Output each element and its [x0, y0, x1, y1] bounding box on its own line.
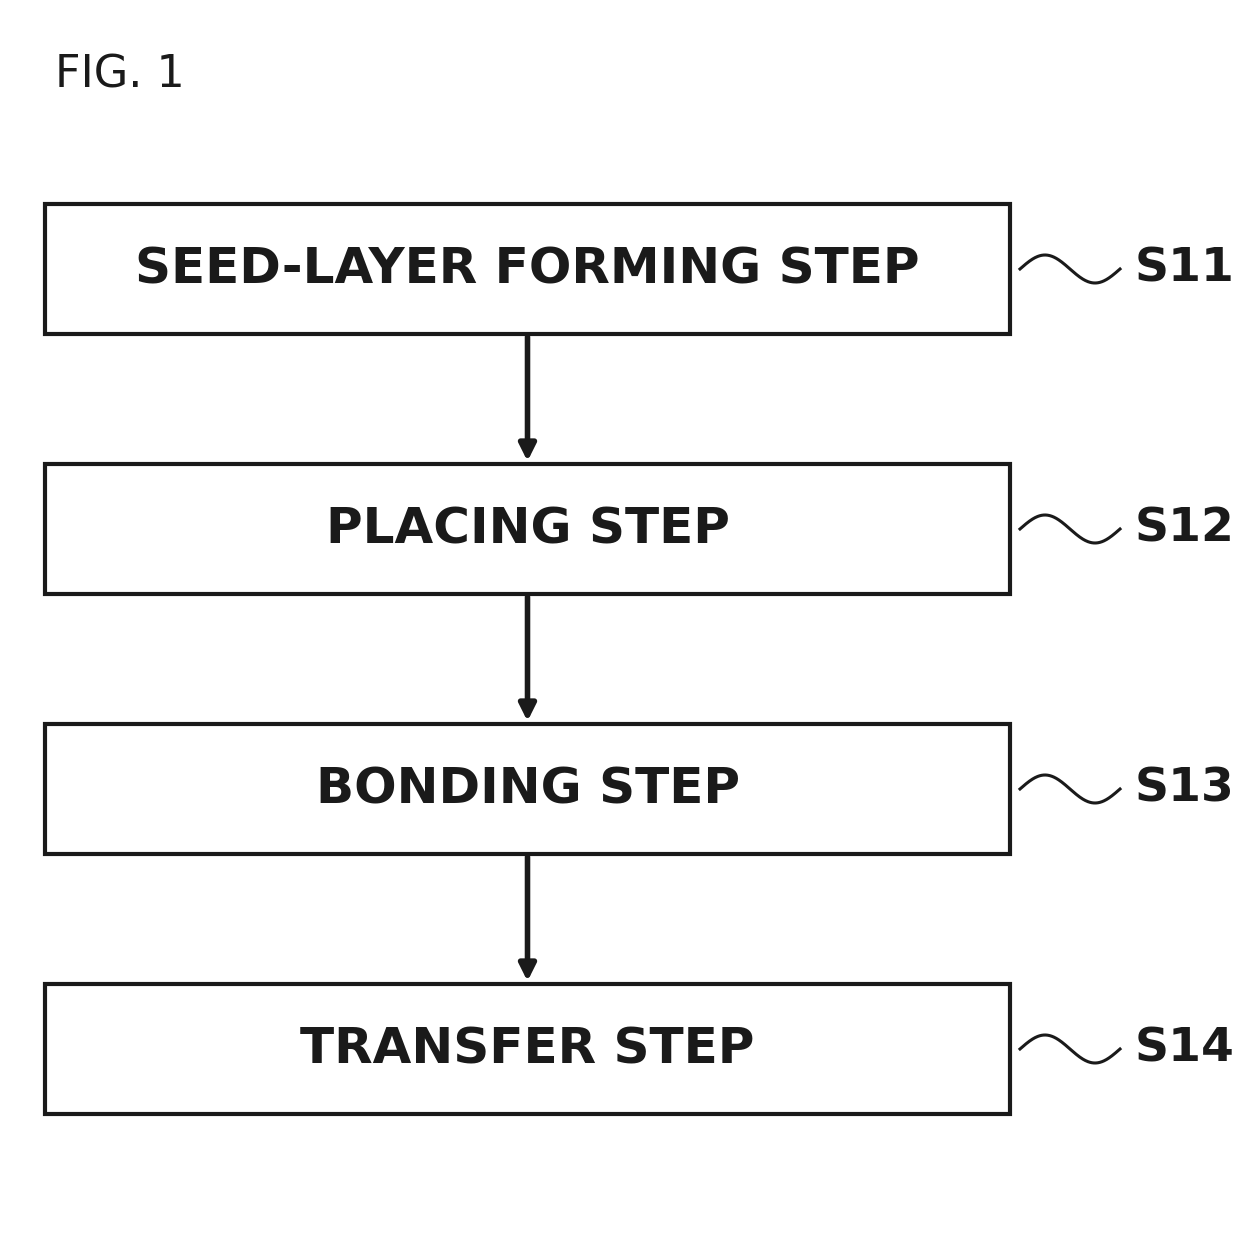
Bar	[45, 984, 1011, 1114]
Text: S14: S14	[1135, 1027, 1235, 1071]
Text: SEED-LAYER FORMING STEP: SEED-LAYER FORMING STEP	[135, 245, 920, 293]
Bar	[45, 464, 1011, 594]
Text: FIG. 1: FIG. 1	[55, 54, 185, 97]
Text: S13: S13	[1135, 766, 1235, 811]
Bar	[45, 724, 1011, 854]
Bar	[45, 204, 1011, 334]
Text: PLACING STEP: PLACING STEP	[326, 505, 729, 553]
Text: S12: S12	[1135, 507, 1235, 552]
Text: BONDING STEP: BONDING STEP	[315, 765, 739, 813]
Text: S11: S11	[1135, 247, 1235, 291]
Text: TRANSFER STEP: TRANSFER STEP	[300, 1025, 755, 1073]
